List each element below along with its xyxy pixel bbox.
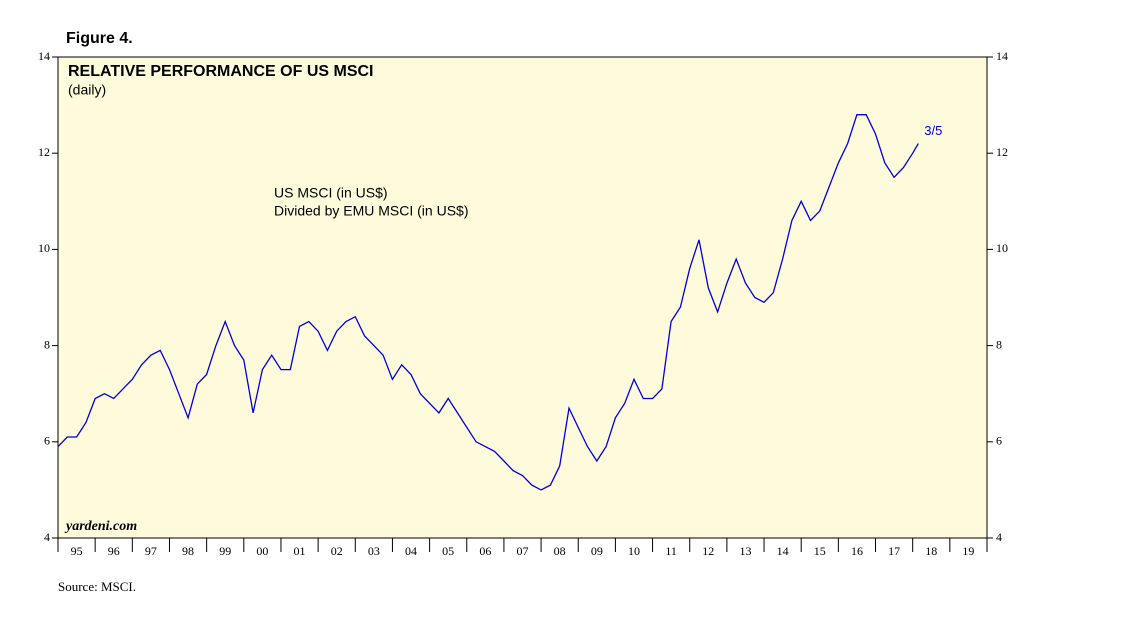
y-tick-label: 12 bbox=[38, 145, 50, 159]
annotation: Divided by EMU MSCI (in US$) bbox=[274, 203, 469, 219]
x-tick-label: 95 bbox=[71, 544, 83, 558]
x-tick-label: 14 bbox=[777, 544, 789, 558]
x-tick-label: 07 bbox=[517, 544, 529, 558]
x-tick-label: 02 bbox=[331, 544, 343, 558]
y-tick-label: 10 bbox=[38, 241, 50, 255]
x-tick-label: 97 bbox=[145, 544, 157, 558]
x-tick-label: 17 bbox=[888, 544, 900, 558]
data-line bbox=[57, 114, 919, 491]
chart-subtitle: (daily) bbox=[68, 82, 106, 98]
annotation: US MSCI (in US$) bbox=[274, 185, 388, 201]
figure-label: Figure 4. bbox=[66, 30, 133, 47]
x-tick-label: 96 bbox=[108, 544, 120, 558]
x-tick-label: 19 bbox=[962, 544, 974, 558]
x-tick-label: 06 bbox=[479, 544, 491, 558]
x-tick-label: 15 bbox=[814, 544, 826, 558]
y2-tick-label: 8 bbox=[996, 337, 1002, 351]
y-tick-label: 14 bbox=[38, 49, 50, 63]
y2-tick-label: 10 bbox=[996, 241, 1008, 255]
x-tick-label: 12 bbox=[702, 544, 714, 558]
y2-tick-label: 6 bbox=[996, 434, 1002, 448]
x-tick-label: 04 bbox=[405, 544, 417, 558]
x-tick-label: 01 bbox=[294, 544, 306, 558]
chart-title: RELATIVE PERFORMANCE OF US MSCI bbox=[68, 63, 374, 80]
x-tick-label: 09 bbox=[591, 544, 603, 558]
y2-tick-label: 4 bbox=[996, 530, 1002, 544]
x-tick-label: 08 bbox=[554, 544, 566, 558]
x-tick-label: 11 bbox=[665, 544, 677, 558]
x-tick-label: 16 bbox=[851, 544, 863, 558]
plot-area bbox=[57, 56, 988, 539]
x-tick-label: 03 bbox=[368, 544, 380, 558]
x-tick-label: 05 bbox=[442, 544, 454, 558]
y2-tick-label: 14 bbox=[996, 49, 1008, 63]
x-tick-label: 98 bbox=[182, 544, 194, 558]
x-tick-label: 00 bbox=[256, 544, 268, 558]
x-tick-label: 99 bbox=[219, 544, 231, 558]
y-tick-label: 8 bbox=[44, 337, 50, 351]
y-tick-label: 4 bbox=[44, 530, 50, 544]
x-tick-label: 13 bbox=[739, 544, 751, 558]
end-label: 3/5 bbox=[924, 123, 942, 138]
x-tick-label: 10 bbox=[628, 544, 640, 558]
y2-tick-label: 12 bbox=[996, 145, 1008, 159]
source: Source: MSCI. bbox=[58, 579, 136, 594]
y-tick-label: 6 bbox=[44, 434, 50, 448]
watermark: yardeni.com bbox=[64, 519, 137, 534]
x-tick-label: 18 bbox=[925, 544, 937, 558]
